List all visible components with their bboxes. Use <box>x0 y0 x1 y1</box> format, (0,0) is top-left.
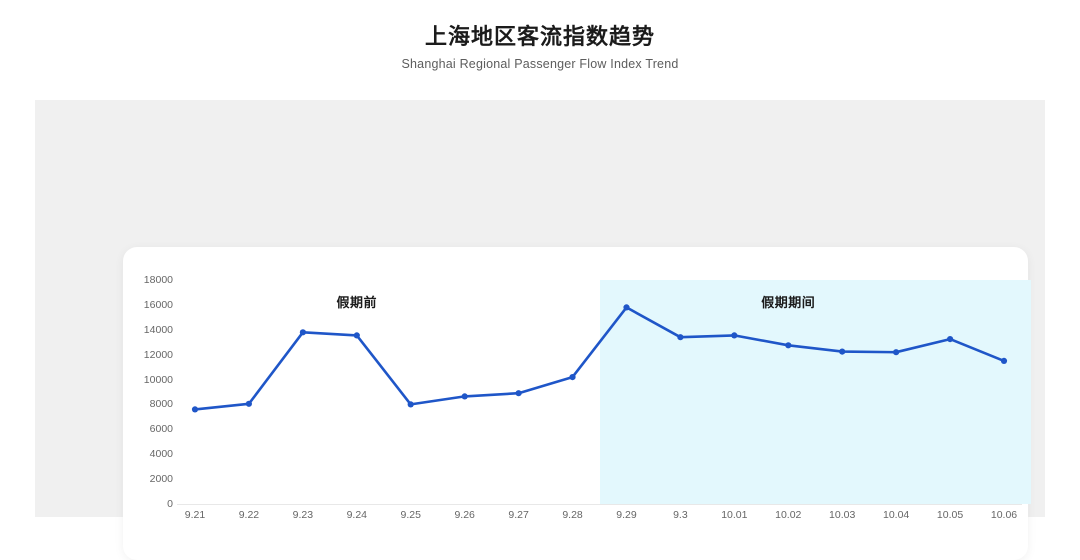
data-point-marker[interactable] <box>1000 357 1008 364</box>
y-axis-tick-label: 0 <box>167 498 173 510</box>
y-axis-tick-label: 12000 <box>143 348 173 361</box>
data-point-marker[interactable] <box>353 332 360 339</box>
screenshot-root: 上海地区客流指数趋势 Shanghai Regional Passenger F… <box>0 22 1080 560</box>
data-point-marker[interactable] <box>893 349 900 356</box>
y-axis-tick-label: 18000 <box>143 274 173 286</box>
x-axis-tick-label: 9.22 <box>238 509 260 521</box>
data-point-marker[interactable] <box>785 342 792 349</box>
x-axis-baseline <box>177 504 1022 505</box>
page-title: 上海地区客流指数趋势 <box>424 24 655 49</box>
x-axis-tick-label: 9.29 <box>616 509 637 521</box>
x-axis-tick-label: 9.28 <box>562 509 583 521</box>
y-axis-tick-label: 16000 <box>143 298 173 311</box>
series-polyline <box>193 306 1006 411</box>
y-axis-tick-label: 8000 <box>149 398 173 411</box>
data-point-marker[interactable] <box>245 400 252 407</box>
x-axis-tick-label: 9.24 <box>346 509 368 521</box>
data-point-marker[interactable] <box>299 329 306 336</box>
data-point-marker[interactable] <box>623 304 630 311</box>
x-axis-tick-label: 10.06 <box>990 509 1018 521</box>
x-axis-tick-label: 9.3 <box>673 509 688 521</box>
data-point-marker[interactable] <box>947 336 954 343</box>
x-axis-tick-label: 9.25 <box>400 509 421 521</box>
line-chart-plot: 0 2000 4000 6000 8000 10000 12000 14000 16000 180… <box>123 247 1031 560</box>
x-axis-tick-label: 9.26 <box>454 509 475 521</box>
y-axis-tick-label: 2000 <box>149 473 173 486</box>
data-point-marker[interactable] <box>191 406 199 413</box>
x-axis-tick-label: 9.27 <box>508 509 529 521</box>
y-axis-ticks: 0 2000 4000 6000 8000 10000 12000 14000 16000 180… <box>123 247 173 560</box>
data-point-marker[interactable] <box>407 401 414 408</box>
data-point-marker[interactable] <box>677 334 684 341</box>
x-axis-tick-label: 10.05 <box>936 509 964 521</box>
x-axis-tick-label: 10.02 <box>775 509 802 521</box>
chart-annotation-label: 假期期间 <box>761 295 816 311</box>
chart-card: 0 2000 4000 6000 8000 10000 12000 14000 16000 180… <box>123 247 1031 560</box>
chart-title-block: 上海地区客流指数趋势 Shanghai Regional Passenger F… <box>0 22 1080 74</box>
chart-panel: 0 2000 4000 6000 8000 10000 12000 14000 16000 180… <box>35 100 1045 560</box>
x-axis-tick-label: 10.03 <box>829 509 856 521</box>
series-line <box>191 304 1008 413</box>
chart-annotation-label: 假期前 <box>336 295 378 311</box>
data-point-marker[interactable] <box>515 390 522 397</box>
data-point-marker[interactable] <box>731 332 738 339</box>
holiday-highlight-band <box>599 280 1031 504</box>
y-axis-tick-label: 10000 <box>143 373 173 386</box>
data-point-marker[interactable] <box>839 348 846 355</box>
y-axis-tick-label: 6000 <box>149 423 173 436</box>
page-subtitle: Shanghai Regional Passenger Flow Index T… <box>401 57 679 71</box>
x-axis-tick-label: 9.23 <box>292 509 314 521</box>
y-axis-tick-label: 14000 <box>143 323 173 336</box>
data-point-marker[interactable] <box>569 374 576 381</box>
x-axis-tick-label: 9.21 <box>184 509 206 521</box>
x-axis-tick-label: 10.01 <box>721 509 748 521</box>
x-axis-tick-label: 10.04 <box>882 509 910 521</box>
y-axis-tick-label: 4000 <box>149 448 173 461</box>
data-point-marker[interactable] <box>461 393 468 400</box>
